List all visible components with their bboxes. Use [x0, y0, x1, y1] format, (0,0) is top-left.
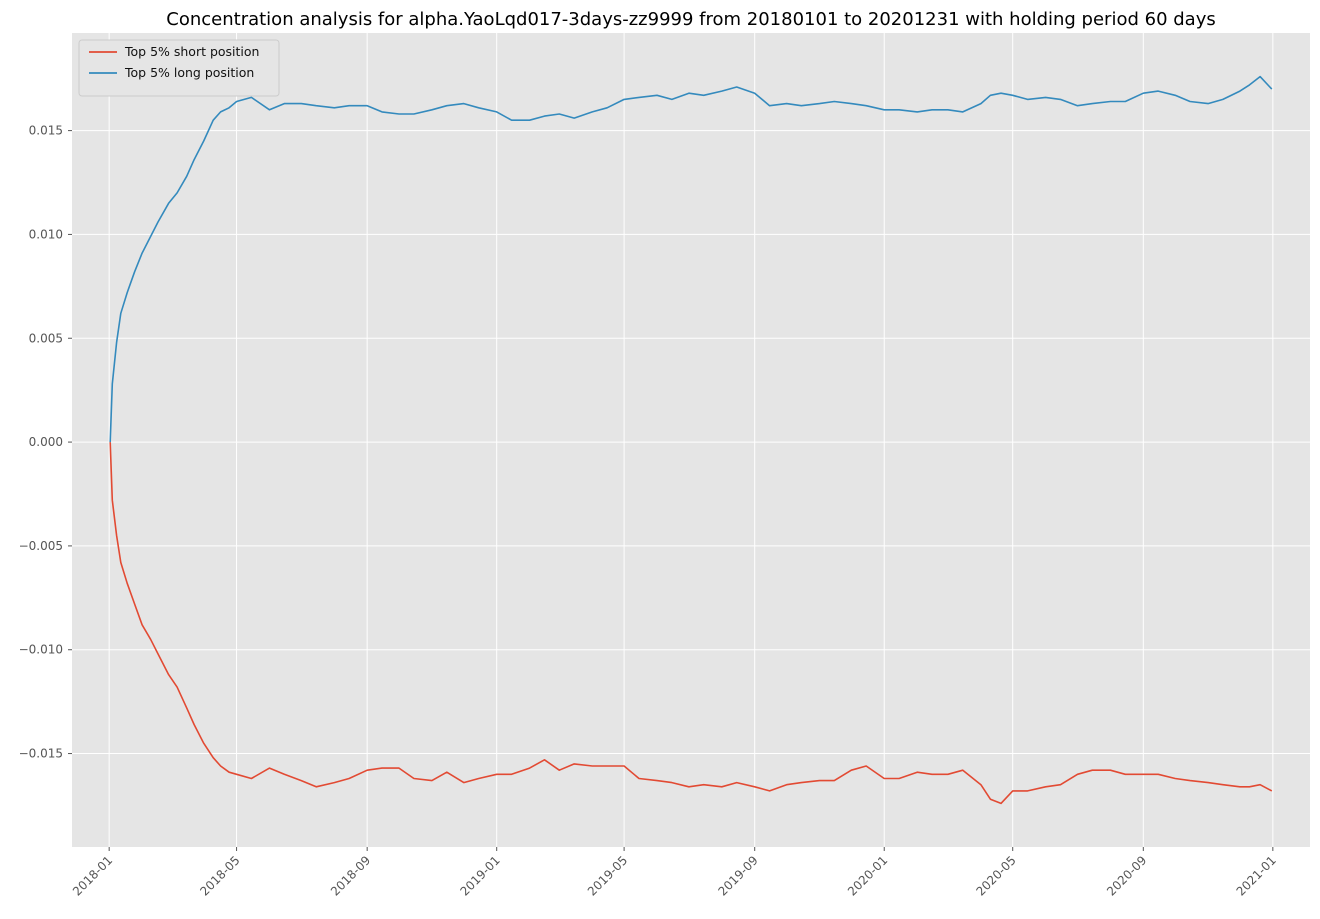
series-line-1 [109, 75, 1273, 443]
series-lines [109, 75, 1273, 805]
legend-box [78, 39, 280, 97]
y-tick-label: −0.015 [19, 747, 63, 761]
series-line-0 [109, 442, 1273, 805]
legend: Top 5% short position Top 5% long positio… [78, 39, 280, 97]
y-tick-label: −0.010 [19, 643, 63, 657]
legend-label: Top 5% long position [124, 65, 254, 80]
chart-title: Concentration analysis for alpha.YaoLqd0… [166, 9, 1215, 30]
grid-lines [72, 33, 1310, 847]
plot-area [72, 33, 1310, 847]
legend-label: Top 5% short position [124, 44, 259, 59]
y-tick-label: 0.015 [29, 124, 63, 138]
y-tick-label: 0.000 [29, 435, 63, 449]
y-axis-ticks: 0.015 0.010 0.005 0.000 −0.005 −0.010 −0.015 [19, 124, 72, 761]
y-tick-label: 0.010 [29, 227, 63, 241]
y-tick-label: −0.005 [19, 539, 63, 553]
y-tick-label: 0.005 [29, 331, 63, 345]
